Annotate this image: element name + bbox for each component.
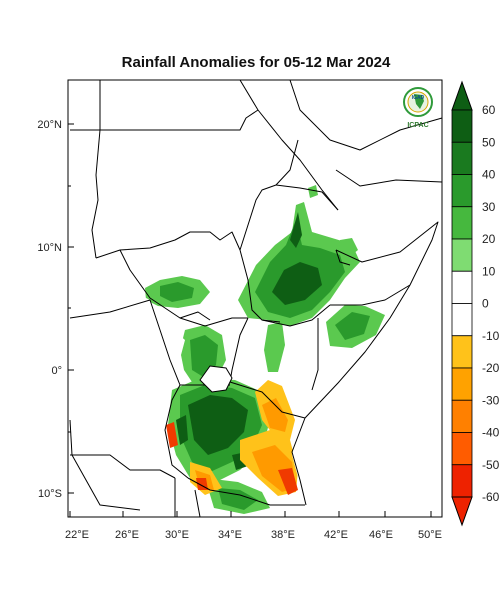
- border-angola: [69, 419, 73, 456]
- border-south-sudan-ethiopia: [239, 249, 281, 323]
- longitude-labels: 22°E 26°E 30°E 34°E 38°E 42°E 46°E 50°E: [65, 529, 442, 541]
- colorbar-swatch: [451, 303, 473, 337]
- coastline-somalia: [304, 221, 439, 419]
- border-drc-angola: [71, 454, 141, 511]
- border-drc-east: [159, 329, 189, 479]
- border-kenya-somalia: [311, 318, 319, 391]
- lat-tick-label: 0°: [51, 365, 62, 377]
- colorbar-swatch: [451, 367, 473, 401]
- colorbar-label: -50: [482, 458, 500, 472]
- border-eritrea-ethiopia: [275, 184, 339, 211]
- colorbar-swatch: [451, 238, 473, 272]
- lon-tick-label: 38°E: [271, 529, 295, 541]
- colorbar-swatch: [451, 432, 473, 466]
- colorbar-label: -20: [482, 361, 500, 375]
- border-tanzania-south: [187, 477, 305, 506]
- colorbar-swatch: [451, 335, 473, 369]
- border-drc-south-sudan: [179, 317, 248, 327]
- lon-tick-label: 22°E: [65, 529, 89, 541]
- colorbar-bottom-arrow: [451, 496, 473, 527]
- coastline-red-sea: [239, 79, 339, 211]
- border-ethiopia-somalia: [330, 284, 411, 306]
- border-ethiopia-kenya: [261, 304, 331, 327]
- lon-tick-label: 42°E: [324, 529, 348, 541]
- lake-victoria: [199, 365, 233, 393]
- coastline-arabia-south: [335, 169, 443, 187]
- colorbar-label: -10: [482, 329, 500, 343]
- lon-tick-label: 50°E: [418, 529, 442, 541]
- country-borders: [69, 79, 443, 518]
- logo-top-text: IGAD: [412, 95, 425, 101]
- colorbar-swatch: [451, 174, 473, 208]
- logo-bottom-text: ICPAC: [407, 122, 428, 129]
- colorbar-swatch: [451, 206, 473, 240]
- latitude-labels: 20°N 10°N 0° 10°S: [37, 119, 62, 500]
- frame-ticks: [68, 123, 432, 517]
- colorbar-label: 20: [482, 232, 496, 246]
- border-kenya-tanzania: [229, 381, 306, 419]
- dry-anomaly-strong: [166, 422, 298, 495]
- coastline-tanzania: [291, 417, 307, 506]
- colorbar-swatch: [451, 270, 473, 304]
- colorbar-label: 10: [482, 264, 496, 278]
- border-sudan-south-sudan: [95, 231, 241, 259]
- lon-tick-label: 26°E: [115, 529, 139, 541]
- colorbar-label: 30: [482, 200, 496, 214]
- wet-anomaly-strong: [176, 212, 322, 470]
- colorbar: 60 50 40 30 20 10 0 -10 -20 -30 -40 -50 -60: [451, 80, 500, 527]
- colorbar-label: -30: [482, 393, 500, 407]
- colorbar-label: -60: [482, 490, 500, 504]
- border-drc-west: [69, 299, 161, 331]
- border-mozambique: [194, 489, 201, 518]
- lat-tick-label: 20°N: [37, 119, 62, 131]
- colorbar-label: 50: [482, 135, 496, 149]
- lon-tick-label: 34°E: [218, 529, 242, 541]
- colorbar-swatch: [451, 109, 473, 143]
- lat-tick-label: 10°S: [38, 488, 62, 500]
- lon-tick-label: 30°E: [165, 529, 189, 541]
- colorbar-swatch: [451, 464, 473, 498]
- anomaly-shading: [145, 185, 385, 514]
- border-egypt-sudan: [99, 80, 259, 131]
- map-title: Rainfall Anomalies for 05-12 Mar 2024: [121, 54, 391, 71]
- colorbar-swatch: [451, 141, 473, 175]
- colorbar-label: 40: [482, 168, 496, 182]
- colorbar-swatch: [451, 399, 473, 433]
- border-car-south-sudan: [119, 249, 211, 321]
- colorbar-top-arrow: [451, 80, 473, 111]
- lat-tick-label: 10°N: [37, 242, 62, 254]
- border-chad-sudan: [91, 129, 101, 259]
- border-sudan-ethiopia: [239, 139, 299, 251]
- lon-tick-label: 46°E: [369, 529, 393, 541]
- border-zambia: [70, 454, 176, 479]
- colorbar-label: 60: [482, 103, 496, 117]
- colorbar-label: -40: [482, 426, 500, 440]
- igad-icpac-logo: IGAD ICPAC: [403, 87, 433, 129]
- border-djibouti: [335, 249, 351, 266]
- colorbar-label: 0: [482, 297, 489, 311]
- coastline-arabia: [289, 79, 443, 151]
